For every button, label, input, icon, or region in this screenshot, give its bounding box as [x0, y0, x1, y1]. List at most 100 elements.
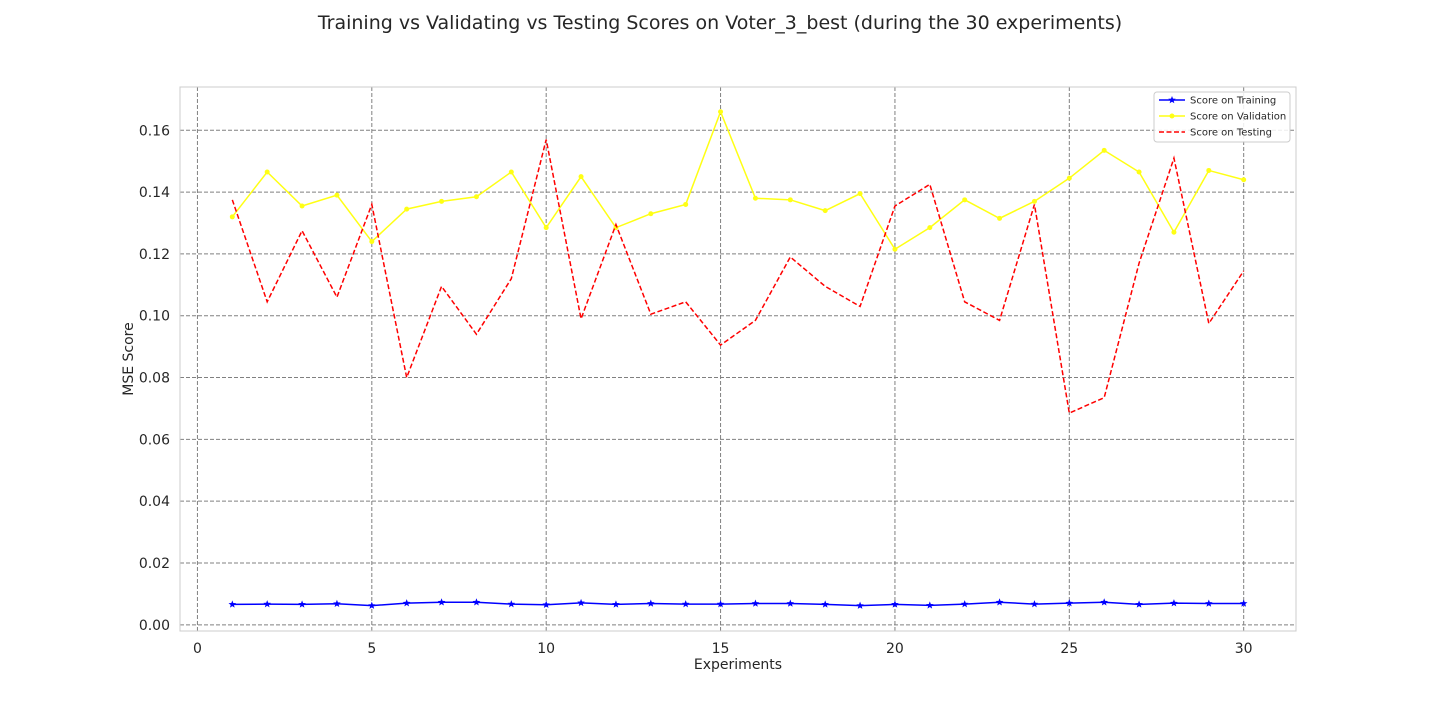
data-point — [1065, 599, 1074, 607]
x-tick-labels: 0 5 10 15 20 25 30 — [193, 641, 1253, 657]
y-tick-label: 0.10 — [139, 309, 170, 325]
data-point — [542, 600, 550, 608]
data-point — [648, 211, 654, 217]
data-point — [472, 598, 481, 606]
data-point — [437, 598, 446, 606]
data-point — [995, 598, 1004, 606]
data-point — [334, 192, 340, 198]
data-point — [369, 239, 375, 245]
x-tick-label: 25 — [1060, 641, 1078, 657]
data-point — [821, 600, 829, 608]
legend-label: Score on Training — [1190, 96, 1276, 107]
data-point — [439, 198, 445, 204]
legend-label: Score on Validation — [1190, 112, 1286, 123]
y-tick-labels: 0.00 0.02 0.04 0.06 0.08 0.10 0.12 0.14 0.16 — [139, 123, 170, 634]
data-point — [683, 201, 689, 207]
series-score-on-validation — [229, 109, 1247, 252]
data-point — [891, 600, 899, 608]
series-layer — [228, 109, 1248, 609]
y-axis-label: MSE Score — [121, 322, 137, 395]
y-tick-label: 0.12 — [139, 247, 170, 263]
legend-box — [1153, 91, 1291, 143]
x-tick-label: 15 — [712, 641, 730, 657]
legend-marker — [1169, 113, 1175, 119]
data-point — [1100, 598, 1108, 606]
x-axis-label: Experiments — [694, 657, 782, 673]
y-tick-label: 0.06 — [139, 432, 170, 448]
data-point — [228, 600, 237, 608]
data-point — [997, 215, 1003, 221]
legend-item: Score on Validation — [1159, 112, 1286, 123]
grid-lines — [180, 87, 1296, 631]
data-point — [404, 206, 410, 212]
data-point — [543, 225, 549, 231]
data-point — [786, 599, 795, 607]
data-point — [927, 225, 933, 231]
series-line-score-on-testing — [231, 139, 1245, 415]
series-line-score-on-training — [232, 601, 1244, 607]
chart-title: Training vs Validating vs Testing Scores… — [317, 12, 1122, 34]
data-point — [578, 174, 584, 180]
data-point — [333, 599, 341, 608]
data-point — [263, 600, 271, 608]
data-point — [716, 600, 725, 608]
legend-label: Score on Testing — [1190, 128, 1272, 139]
y-tick-label: 0.08 — [139, 371, 170, 387]
legend: Score on Training Score on Validation Scor… — [1153, 91, 1291, 143]
plot-area-frame — [179, 86, 1297, 632]
data-point — [960, 600, 969, 608]
data-point — [787, 197, 793, 203]
data-point — [1205, 599, 1213, 607]
data-point — [681, 600, 690, 608]
data-point — [962, 197, 968, 203]
data-point — [751, 599, 760, 607]
data-point — [718, 109, 724, 115]
data-point — [229, 214, 235, 220]
y-tick-label: 0.04 — [139, 494, 170, 510]
series-line-score-on-validation — [231, 109, 1244, 251]
data-point — [1136, 169, 1142, 175]
x-tick-label: 30 — [1235, 641, 1253, 657]
data-point — [402, 599, 411, 607]
x-tick-label: 20 — [886, 641, 904, 657]
data-point — [1135, 600, 1143, 608]
data-point — [1239, 599, 1248, 607]
data-point — [612, 600, 620, 608]
series-score-on-training — [228, 598, 1248, 609]
y-tick-label: 0.16 — [139, 123, 170, 139]
y-tick-label: 0.00 — [139, 618, 170, 634]
x-tick-label: 0 — [193, 641, 202, 657]
data-point — [473, 194, 479, 200]
data-point — [892, 246, 898, 252]
x-tick-label: 10 — [537, 641, 555, 657]
data-point — [1031, 198, 1037, 204]
data-point — [298, 600, 306, 608]
y-tick-label: 0.14 — [139, 185, 170, 201]
data-point — [822, 208, 828, 214]
data-point — [647, 599, 655, 607]
data-point — [1241, 177, 1247, 183]
data-point — [1066, 175, 1072, 181]
data-point — [577, 598, 585, 607]
data-point — [1101, 147, 1107, 153]
legend-item: Score on Testing — [1159, 128, 1272, 139]
data-point — [507, 600, 516, 608]
data-point — [368, 601, 376, 609]
data-point — [1171, 229, 1177, 235]
data-point — [752, 195, 758, 201]
data-point — [856, 601, 864, 609]
series-score-on-testing — [231, 139, 1245, 415]
data-point — [926, 601, 934, 609]
y-tick-label: 0.02 — [139, 556, 170, 572]
data-point — [299, 203, 305, 209]
legend-marker — [1168, 96, 1176, 104]
legend-item: Score on Training — [1159, 96, 1276, 107]
data-point — [1206, 167, 1212, 173]
data-point — [508, 169, 514, 175]
x-tick-label: 5 — [367, 641, 376, 657]
data-point — [1170, 599, 1178, 607]
data-point — [1030, 600, 1039, 608]
data-point — [264, 169, 270, 175]
data-point — [857, 191, 863, 197]
